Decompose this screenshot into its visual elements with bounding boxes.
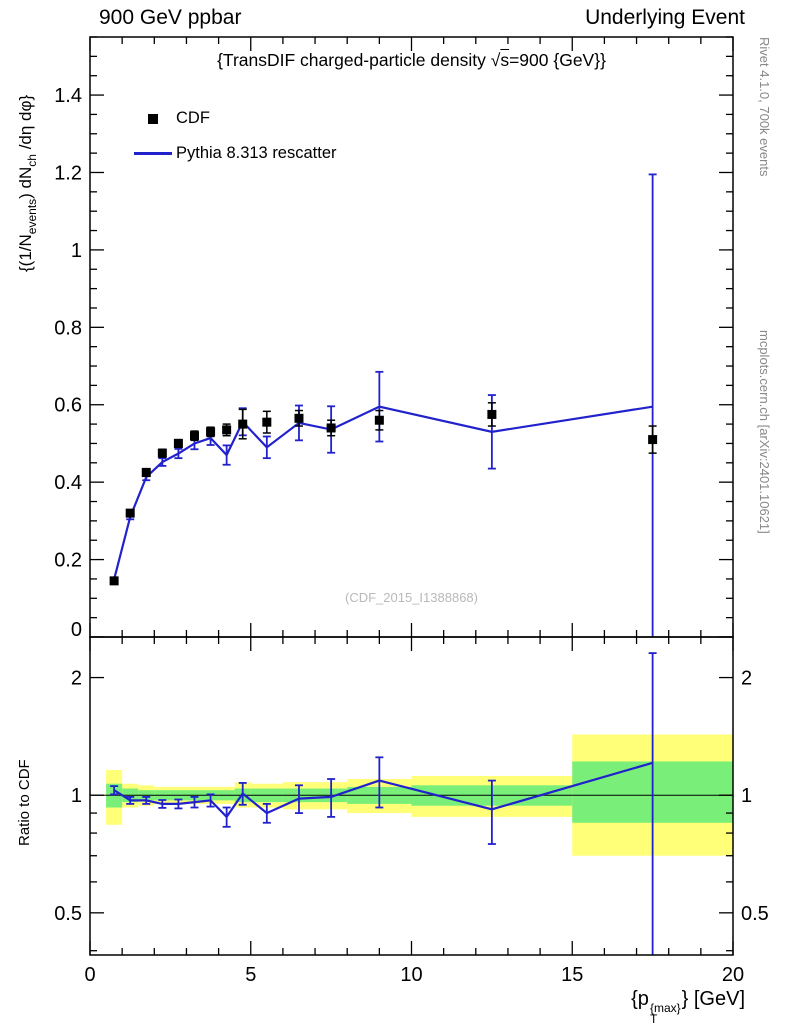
rivet-version-note: Rivet 4.1.0, 700k events <box>757 37 772 177</box>
header-beam-energy: 900 GeV ppbar <box>99 6 242 29</box>
xlab-pre: {p <box>631 988 649 1010</box>
svg-text:0.5: 0.5 <box>741 903 769 925</box>
svg-text:2: 2 <box>741 668 752 690</box>
x-axis-title: {p {max} T} [GeV] <box>631 988 745 1025</box>
ylab-sub-events: events <box>25 198 39 235</box>
legend-item-cdf: CDF <box>130 101 337 136</box>
y-axis-title-main: {(1/Nevents) dNch /dη dφ} <box>16 95 39 272</box>
ylab-part: ) dN <box>16 166 35 199</box>
xlab-sup: {max} <box>649 1001 681 1015</box>
svg-text:0.4: 0.4 <box>54 472 82 494</box>
legend-label-cdf: CDF <box>176 109 210 127</box>
svg-text:0.2: 0.2 <box>54 550 82 572</box>
svg-text:0.5: 0.5 <box>54 903 82 925</box>
svg-text:10: 10 <box>400 964 422 986</box>
mcplots-arxiv-note: mcplots.cern.ch [arXiv:2401.10621] <box>757 330 772 534</box>
legend: CDF Pythia 8.313 rescatter <box>130 101 337 171</box>
pythia-series-ratio <box>110 652 657 955</box>
svg-text:0: 0 <box>84 964 95 986</box>
ratio-panel-frame <box>89 636 734 956</box>
svg-text:0: 0 <box>71 619 82 641</box>
svg-text:1: 1 <box>71 240 82 262</box>
svg-text:1: 1 <box>741 785 752 807</box>
analysis-id-watermark: (CDF_2015_I1388868) <box>345 590 478 605</box>
plot-title-post: =900 {GeV}} <box>509 50 606 70</box>
legend-item-pythia: Pythia 8.313 rescatter <box>130 136 337 171</box>
header-analysis-group: Underlying Event <box>585 6 745 29</box>
ylab-part: /dη dφ} <box>16 94 35 155</box>
pythia-line-icon <box>130 152 176 155</box>
y-axis-title-ratio: Ratio to CDF <box>16 759 33 846</box>
svg-text:1.2: 1.2 <box>54 162 82 184</box>
tick-labels: 0 5 10 15 20 0 0.2 0.4 0.6 0.8 1 1.2 1.4 0.5 0.5 1 1 2 2 <box>54 85 769 986</box>
xlab-sub: T <box>649 1012 658 1026</box>
ylab-sub-ch: ch <box>25 154 39 167</box>
svg-text:20: 20 <box>722 964 744 986</box>
svg-text:2: 2 <box>71 668 82 690</box>
pt-max-stack: {max} T <box>649 1001 681 1026</box>
ylab-part: {(1/N <box>16 234 35 272</box>
plot-title-pre: {TransDIF charged-particle density √ <box>217 50 501 70</box>
pythia-series-main <box>110 173 657 637</box>
svg-text:5: 5 <box>245 964 256 986</box>
svg-text:1: 1 <box>71 785 82 807</box>
svg-text:15: 15 <box>561 964 583 986</box>
xlab-post: } [GeV] <box>681 988 745 1010</box>
svg-text:1.4: 1.4 <box>54 85 82 107</box>
sqrt-s-symbol: s <box>500 50 510 70</box>
legend-label-pythia: Pythia 8.313 rescatter <box>176 144 337 162</box>
svg-text:0.6: 0.6 <box>54 395 82 417</box>
cdf-square-marker-icon <box>130 113 176 124</box>
svg-text:0.8: 0.8 <box>54 317 82 339</box>
plot-title: {TransDIF charged-particle density √s=90… <box>90 50 733 71</box>
cdf-series <box>109 402 658 586</box>
